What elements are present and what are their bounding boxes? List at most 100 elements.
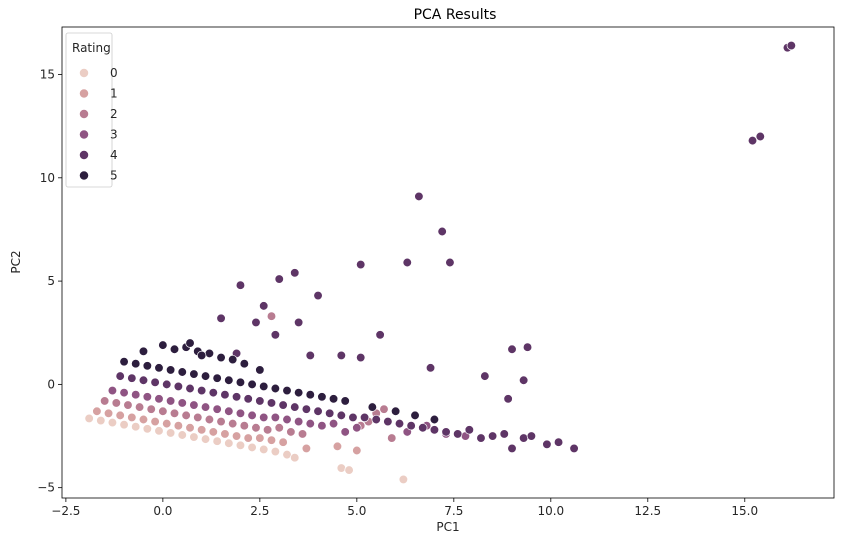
data-point [352, 445, 362, 456]
data-point [379, 404, 389, 414]
data-point [100, 396, 110, 406]
data-point [398, 474, 409, 485]
data-point [138, 346, 149, 356]
data-point [464, 425, 474, 435]
data-point [208, 427, 218, 437]
legend-marker [79, 88, 89, 99]
data-point [480, 371, 490, 381]
data-point [429, 425, 440, 435]
data-point [239, 359, 249, 369]
data-point [266, 311, 277, 321]
data-point [344, 465, 354, 475]
legend-title: Rating [72, 41, 111, 55]
data-point [437, 226, 447, 237]
data-point [204, 414, 215, 425]
data-point [165, 428, 176, 438]
data-point [266, 398, 277, 408]
data-point [216, 352, 226, 363]
data-point [123, 400, 133, 410]
data-point [255, 396, 265, 406]
data-point [235, 408, 246, 418]
data-point [375, 330, 385, 340]
data-point [193, 412, 203, 423]
data-point [247, 410, 257, 421]
data-point [165, 396, 176, 406]
data-point [293, 387, 304, 398]
data-point [92, 406, 102, 416]
data-point [387, 433, 397, 443]
data-point [278, 400, 288, 410]
data-point [418, 423, 428, 433]
data-point [270, 330, 281, 340]
data-point [293, 317, 304, 328]
data-point [212, 373, 222, 383]
data-point [96, 415, 106, 426]
y-axis-label: PC2 [9, 250, 23, 273]
data-point [336, 350, 346, 361]
data-point [325, 408, 335, 418]
x-tick-label: 10.0 [537, 504, 564, 518]
data-point [503, 394, 513, 404]
data-point [371, 414, 381, 425]
data-point [115, 410, 125, 421]
data-point [119, 420, 129, 430]
data-point [185, 423, 195, 433]
data-point [270, 446, 281, 457]
data-point [519, 433, 529, 443]
data-point [270, 412, 281, 423]
data-point [487, 431, 498, 441]
data-point [189, 432, 199, 442]
data-point [154, 363, 164, 373]
data-point [356, 259, 366, 270]
data-point [158, 340, 168, 350]
data-point [224, 406, 234, 416]
data-point [200, 434, 211, 444]
data-point [313, 290, 323, 301]
data-point [453, 429, 463, 439]
data-point [406, 421, 416, 431]
chart-title: PCA Results [414, 7, 497, 23]
data-point [142, 424, 153, 434]
data-point [131, 422, 141, 432]
data-point [328, 418, 339, 429]
legend-label: 1 [110, 87, 118, 101]
data-point [131, 359, 141, 369]
data-point [348, 412, 358, 423]
data-point [185, 383, 195, 394]
data-point [445, 257, 455, 268]
data-point [402, 257, 412, 268]
data-point [336, 463, 346, 473]
data-point [410, 410, 420, 421]
data-point [359, 412, 370, 423]
data-point [212, 436, 222, 446]
data-point [332, 441, 343, 452]
data-point [235, 440, 246, 450]
data-point [259, 301, 269, 311]
data-point [138, 414, 149, 425]
data-point [231, 431, 242, 441]
data-point [154, 426, 164, 436]
plot-frame [61, 26, 835, 499]
data-point [127, 373, 137, 383]
data-point [138, 375, 149, 385]
data-point [150, 416, 160, 427]
y-tick-label: 5 [47, 274, 55, 288]
data-point [197, 350, 207, 361]
x-tick-label: 0.0 [153, 504, 172, 518]
data-point [317, 392, 327, 402]
data-point [352, 423, 362, 433]
data-point [786, 40, 796, 51]
y-axis: −5 0 5 10 15 [37, 68, 62, 495]
data-point [142, 392, 153, 402]
data-point [247, 379, 257, 390]
data-point [189, 369, 199, 379]
data-point [228, 354, 238, 365]
legend-marker [79, 129, 89, 140]
data-point [212, 404, 222, 414]
data-point [507, 443, 517, 454]
data-point [127, 412, 137, 423]
data-point [220, 429, 230, 439]
legend-marker [79, 68, 89, 78]
data-point [270, 383, 281, 394]
data-point [755, 131, 765, 142]
